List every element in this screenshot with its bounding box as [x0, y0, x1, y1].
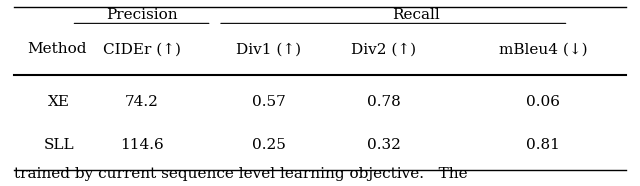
Text: 0.25: 0.25 — [252, 138, 286, 152]
Text: Div2 (↑): Div2 (↑) — [351, 42, 416, 56]
Text: 0.32: 0.32 — [367, 138, 401, 152]
Text: 0.57: 0.57 — [252, 95, 286, 110]
Text: SLL: SLL — [44, 138, 74, 152]
Text: mBleu4 (↓): mBleu4 (↓) — [499, 42, 588, 56]
Text: 0.06: 0.06 — [526, 95, 560, 110]
Text: trained by current sequence level learning objective.   The: trained by current sequence level learni… — [14, 167, 468, 181]
Text: XE: XE — [48, 95, 70, 110]
Text: Recall: Recall — [392, 8, 440, 22]
Text: Method: Method — [27, 42, 86, 56]
Text: 0.78: 0.78 — [367, 95, 401, 110]
Text: 74.2: 74.2 — [125, 95, 159, 110]
Text: CIDEr (↑): CIDEr (↑) — [102, 42, 180, 56]
Text: Div1 (↑): Div1 (↑) — [236, 42, 301, 56]
Text: 0.81: 0.81 — [526, 138, 560, 152]
Text: Precision: Precision — [106, 8, 177, 22]
Text: 114.6: 114.6 — [120, 138, 163, 152]
